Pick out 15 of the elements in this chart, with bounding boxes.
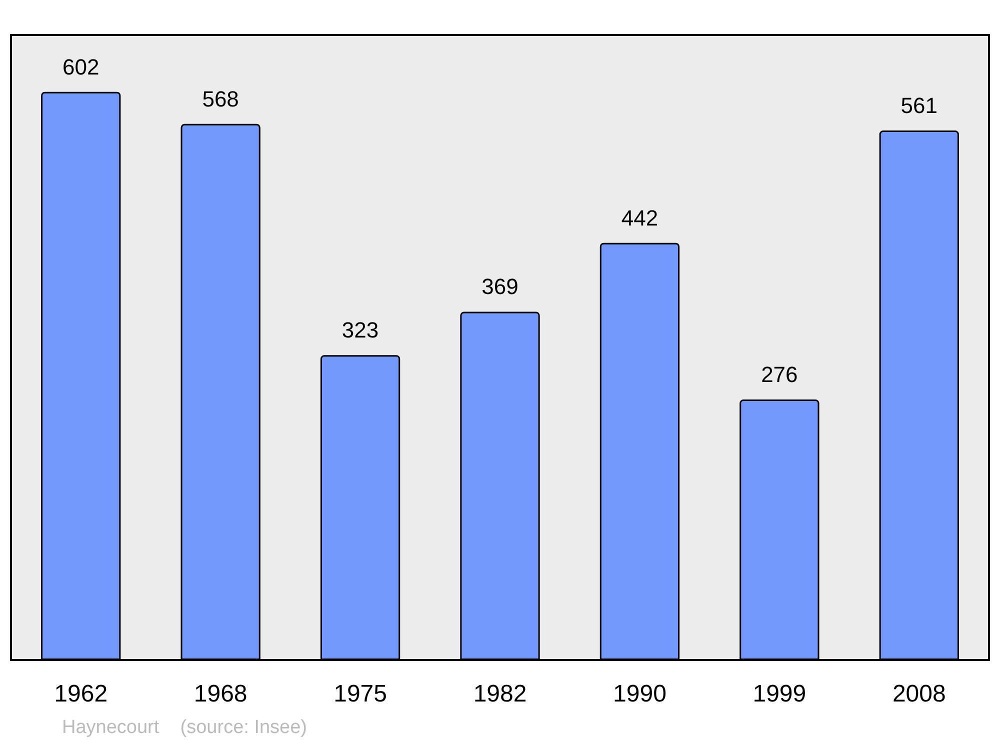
x-tick-label: 1968 — [194, 680, 248, 708]
data-label: 323 — [342, 318, 379, 343]
data-label: 442 — [621, 205, 658, 230]
x-tick-label: 1975 — [334, 680, 387, 708]
data-label: 602 — [62, 54, 100, 80]
x-tick-label: 1999 — [752, 680, 806, 708]
x-tick-label: 2008 — [892, 680, 946, 708]
x-tick-label: 1990 — [613, 680, 666, 708]
data-label: 276 — [761, 362, 798, 388]
data-label: 568 — [202, 86, 239, 112]
x-tick-label: 1962 — [54, 680, 108, 708]
text: Haynecourt (source: Insee) — [62, 717, 307, 738]
data-label: 369 — [482, 274, 518, 300]
data-label: 561 — [900, 93, 938, 118]
x-tick-label: 1982 — [473, 680, 527, 708]
